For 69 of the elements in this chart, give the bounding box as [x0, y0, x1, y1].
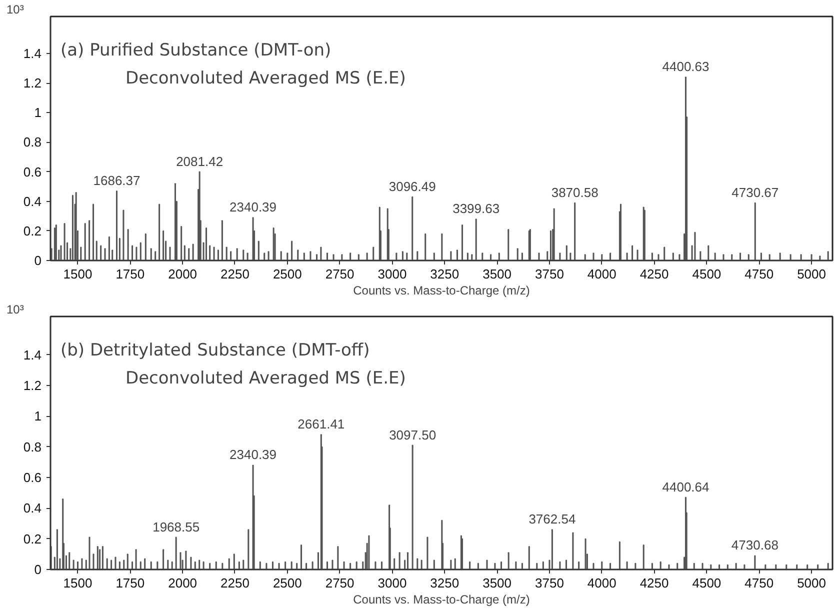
- x-tick-label: 4750: [744, 266, 774, 282]
- annotation: 3096.49: [388, 178, 436, 194]
- y-tick-label: 0.6: [23, 470, 42, 485]
- text: Deconvoluted Averaged MS (E.E): [126, 68, 406, 88]
- x-tick-label: 3250: [430, 576, 460, 590]
- x-tick-label: 4750: [744, 576, 774, 590]
- x-tick-label: 2000: [168, 576, 198, 590]
- annotation: 1968.55: [152, 519, 200, 534]
- annotation: 4400.64: [662, 479, 710, 494]
- y-axis-title: 10³: [6, 2, 24, 16]
- x-tick-label: 4500: [692, 576, 722, 590]
- x-tick-label: 1750: [116, 266, 145, 282]
- x-tick-label: 5000: [797, 576, 826, 590]
- annotation: 3870.58: [551, 184, 598, 200]
- annotation: 4730.67: [732, 184, 779, 200]
- x-tick-label: 4500: [692, 266, 722, 282]
- x-tick-label: 3250: [430, 266, 460, 282]
- x-tick-label: 2000: [168, 266, 198, 282]
- x-tick-label: 5000: [797, 266, 826, 282]
- annotation: 3097.50: [389, 427, 436, 442]
- x-tick-label: 1750: [116, 576, 145, 590]
- x-tick-label: 4250: [640, 576, 669, 590]
- x-tick-label: 2750: [325, 266, 354, 282]
- annotation: 3399.63: [452, 201, 500, 216]
- x-tick-label: 2500: [272, 266, 302, 282]
- x-tick-label: 3000: [378, 266, 407, 282]
- annotation: 1686.37: [93, 172, 140, 188]
- y-tick-label: 0: [34, 253, 42, 268]
- y-tick-label: 1.4: [23, 347, 42, 362]
- y-tick-label: 1: [34, 408, 42, 424]
- y-tick-label: 0.2: [23, 531, 42, 546]
- y-tick-label: 0.4: [23, 194, 42, 209]
- x-tick-label: 1500: [63, 266, 92, 282]
- x-tick-label: 3750: [535, 576, 564, 590]
- x-tick-label: 3500: [482, 576, 512, 590]
- x-axis-title: Counts vs. Mass-to-Charge (m/z): [353, 284, 530, 298]
- x-tick-label: 2500: [272, 576, 302, 590]
- text: (a) Purified Substance (DMT-on): [60, 40, 332, 60]
- y-tick-label: 1: [34, 105, 42, 120]
- annotation: 2081.42: [176, 154, 224, 169]
- y-tick-label: 0.4: [23, 500, 42, 516]
- y-tick-label: 0.8: [23, 134, 42, 150]
- annotation: 4400.63: [662, 59, 710, 74]
- x-axis-title: Counts vs. Mass-to-Charge (m/z): [353, 592, 530, 606]
- annotation: 4730.68: [731, 538, 778, 553]
- x-tick-label: 2750: [325, 576, 354, 590]
- y-tick-label: 1.2: [23, 378, 42, 393]
- annotation: 2661.41: [298, 416, 345, 432]
- x-tick-label: 2250: [220, 576, 250, 590]
- y-axis-title: 10³: [6, 302, 24, 316]
- y-tick-label: 0.2: [23, 223, 42, 238]
- x-tick-label: 1500: [63, 576, 92, 590]
- annotation: 3762.54: [528, 512, 576, 527]
- x-tick-label: 3000: [378, 576, 407, 590]
- y-tick-label: 0.8: [23, 439, 42, 454]
- text: Deconvoluted Averaged MS (E.E): [126, 368, 406, 388]
- x-tick-label: 3750: [535, 266, 564, 282]
- y-tick-label: 0: [34, 562, 42, 577]
- annotation: 2340.39: [230, 447, 277, 462]
- annotation: 2340.39: [230, 200, 277, 215]
- y-tick-label: 0.6: [23, 164, 42, 180]
- y-tick-label: 1.2: [23, 76, 42, 91]
- text: (b) Detritylated Substance (DMT-off): [60, 340, 370, 360]
- x-tick-label: 4000: [587, 576, 616, 590]
- x-tick-label: 2250: [220, 266, 250, 282]
- x-tick-label: 3500: [482, 266, 512, 282]
- x-tick-label: 4250: [640, 266, 669, 282]
- y-tick-label: 1.4: [23, 46, 42, 61]
- x-tick-label: 4000: [587, 266, 616, 282]
